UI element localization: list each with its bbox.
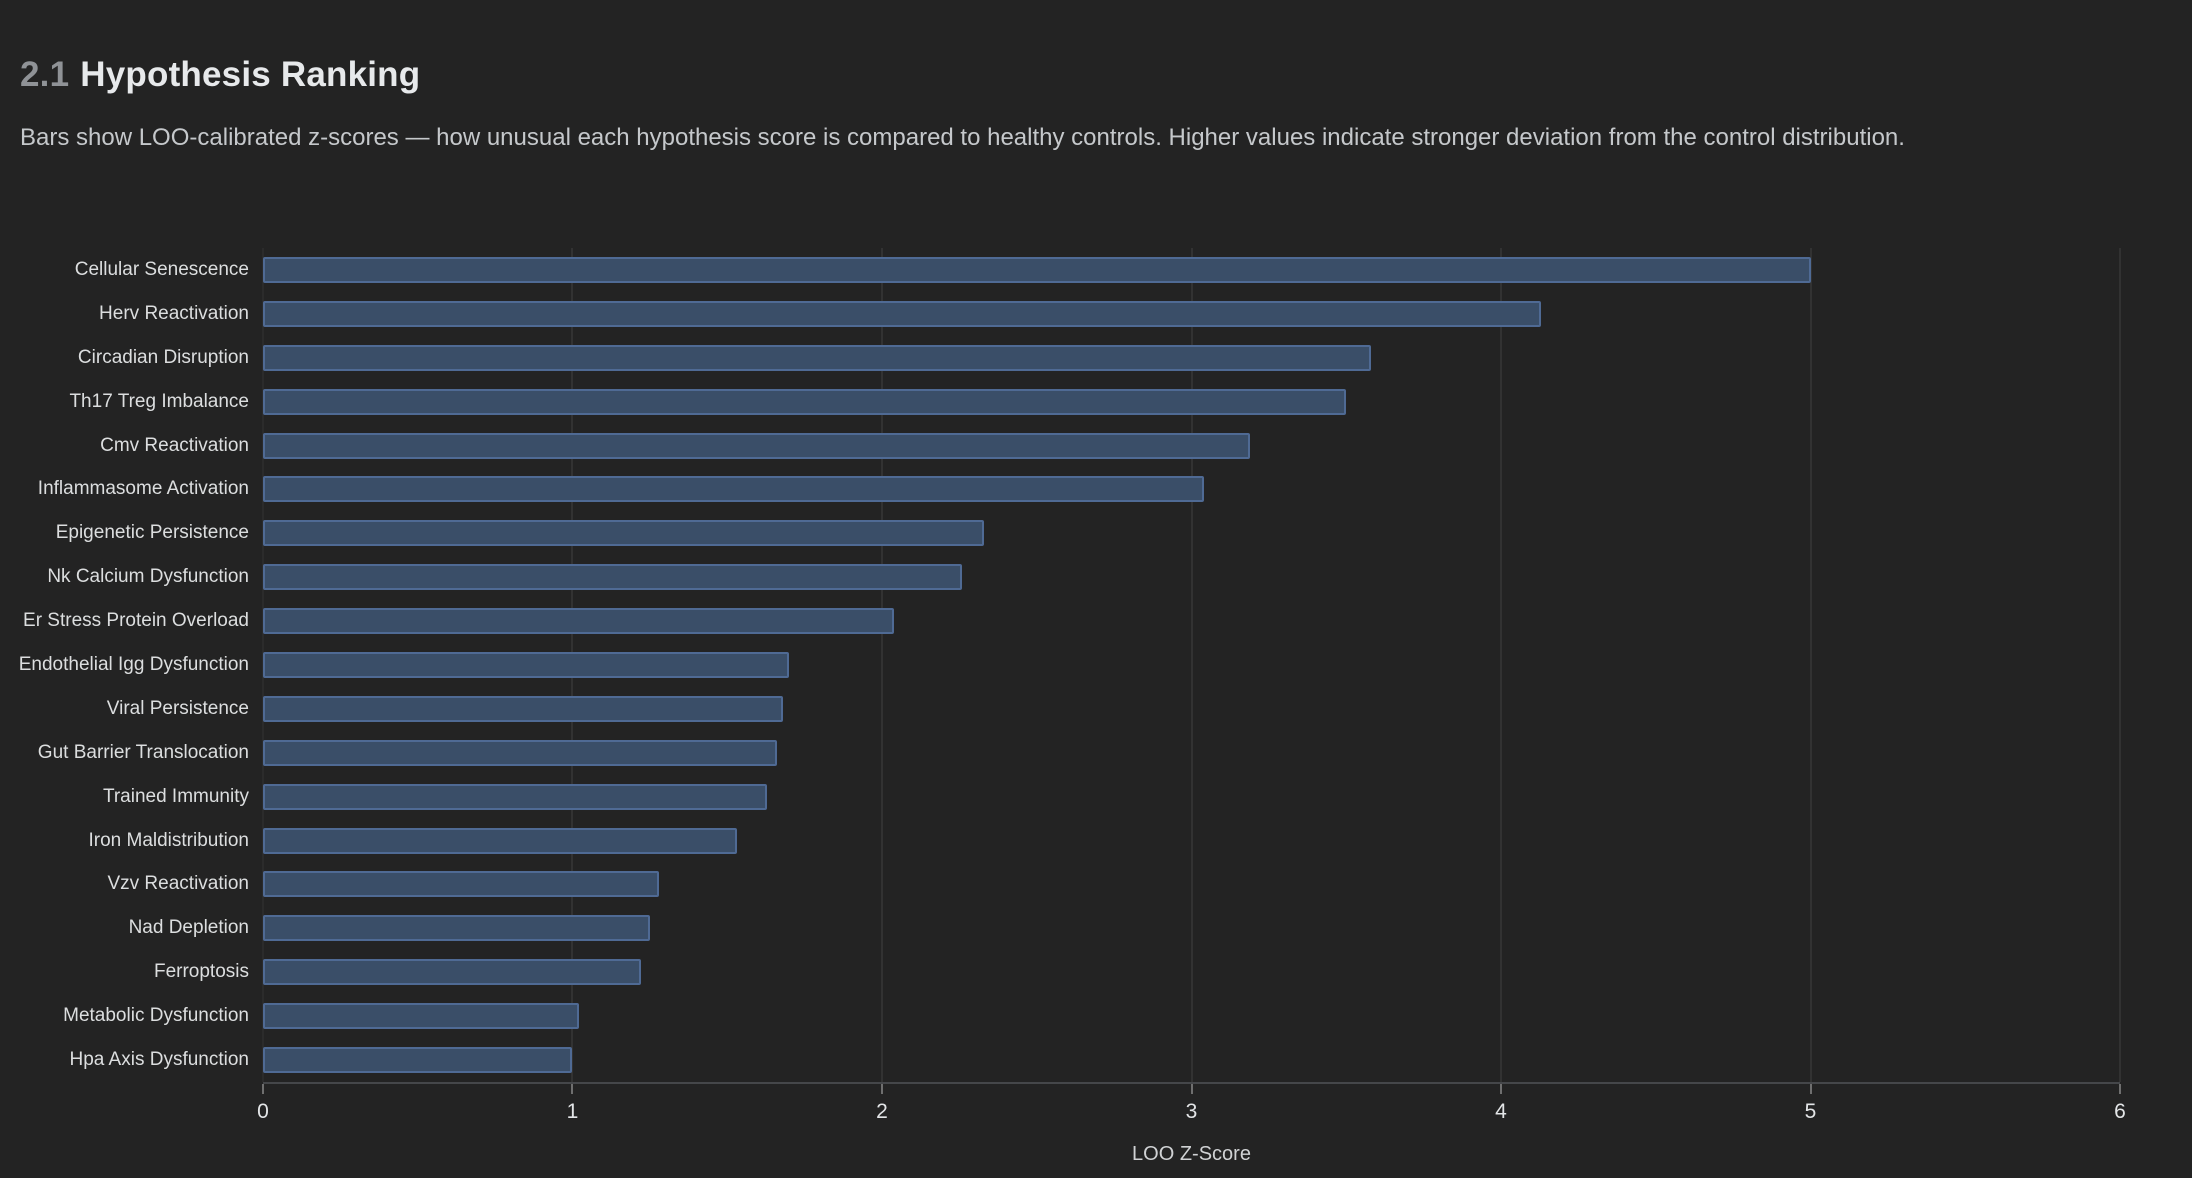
bar-row [263, 467, 2120, 511]
bar-row [263, 775, 2120, 819]
bar [263, 783, 768, 810]
bar [263, 739, 777, 766]
bar-row [263, 292, 2120, 336]
bar-row [263, 950, 2120, 994]
bar [263, 520, 985, 547]
bar-label: Gut Barrier Translocation [37, 741, 249, 763]
page-title: 2.1 Hypothesis Ranking [20, 55, 421, 95]
bar-label: Iron Maldistribution [88, 829, 249, 851]
x-tick [1190, 1084, 1193, 1094]
x-tick-label: 0 [257, 1100, 269, 1123]
bar-label: Trained Immunity [102, 785, 249, 807]
x-tick [571, 1084, 574, 1094]
bar-label: Vzv Reactivation [107, 873, 249, 895]
x-tick-label: 1 [566, 1100, 579, 1123]
gridline [1809, 248, 1812, 1082]
bar-label: Inflammasome Activation [37, 478, 249, 500]
bar [263, 256, 1811, 283]
bar [263, 476, 1204, 503]
bar [263, 1003, 579, 1030]
bar-rows [263, 248, 2120, 1082]
y-axis-labels: Cellular Senescence Herv Reactivation Circ… [0, 248, 263, 1082]
x-tick [262, 1084, 264, 1094]
x-tick-label: 6 [2114, 1100, 2126, 1123]
x-axis-title: LOO Z-Score [1132, 1143, 1251, 1165]
bar-row [263, 555, 2120, 599]
x-tick [2119, 1084, 2121, 1094]
gridline [880, 248, 883, 1082]
hypothesis-ranking-chart: Cellular Senescence Herv Reactivation Circ… [0, 248, 2121, 1084]
x-tick-label: 4 [1495, 1100, 1507, 1123]
bar-row [263, 424, 2120, 468]
bar-row [263, 511, 2120, 555]
bar-label: Th17 Treg Imbalance [69, 390, 249, 412]
page-title-text: Hypothesis Ranking [80, 55, 421, 94]
plot-area [262, 248, 2121, 1084]
bar [263, 651, 790, 678]
bar [263, 1046, 573, 1073]
bar [263, 915, 650, 942]
bar [263, 695, 783, 722]
bar-row [263, 906, 2120, 950]
bar-label: Endothelial Igg Dysfunction [18, 653, 249, 675]
bar-row [263, 1038, 2120, 1082]
bar-row [263, 994, 2120, 1038]
bar-row [263, 731, 2120, 775]
chart-subtitle: Bars show LOO-calibrated z-scores — how … [20, 124, 1905, 151]
bar-label: Nad Depletion [128, 917, 249, 939]
gridline [1190, 248, 1193, 1082]
bar [263, 959, 641, 986]
bar-label: Cmv Reactivation [100, 434, 249, 456]
bar-label: Circadian Disruption [77, 346, 249, 368]
x-tick [1499, 1084, 1502, 1094]
bar-label: Er Stress Protein Overload [23, 610, 249, 632]
section-number: 2.1 [20, 55, 70, 94]
x-tick-label: 3 [1185, 1100, 1198, 1123]
x-axis: 0 1 2 3 4 5 6 [257, 1084, 2126, 1140]
bar [263, 300, 1542, 327]
bar-row [263, 248, 2120, 292]
bar-label: Cellular Senescence [74, 258, 249, 280]
bar-label: Hpa Axis Dysfunction [69, 1048, 249, 1070]
bar-label: Nk Calcium Dysfunction [47, 566, 249, 588]
bar-row [263, 862, 2120, 906]
header: 2.1 Hypothesis Ranking [20, 55, 421, 95]
bar-label: Metabolic Dysfunction [63, 1005, 249, 1027]
bar-row [263, 336, 2120, 380]
bar-row [263, 599, 2120, 643]
bar-label: Herv Reactivation [99, 302, 249, 324]
bar-row [263, 819, 2120, 863]
bar-label: Epigenetic Persistence [55, 522, 249, 544]
bar-row [263, 687, 2120, 731]
bar [263, 827, 737, 854]
bar [263, 388, 1347, 415]
gridline [1499, 248, 1502, 1082]
x-tick-label: 5 [1804, 1100, 1817, 1123]
bar-label: Viral Persistence [106, 697, 249, 719]
x-tick-label: 2 [876, 1100, 888, 1123]
bar [263, 432, 1251, 459]
bar [263, 344, 1371, 371]
bar [263, 564, 963, 591]
bar-row [263, 380, 2120, 424]
bar-label: Ferroptosis [153, 961, 249, 983]
gridline [2119, 248, 2121, 1082]
bar [263, 608, 895, 635]
x-tick [880, 1084, 883, 1094]
bar-row [263, 643, 2120, 687]
bar [263, 871, 660, 898]
x-tick [1809, 1084, 1812, 1094]
